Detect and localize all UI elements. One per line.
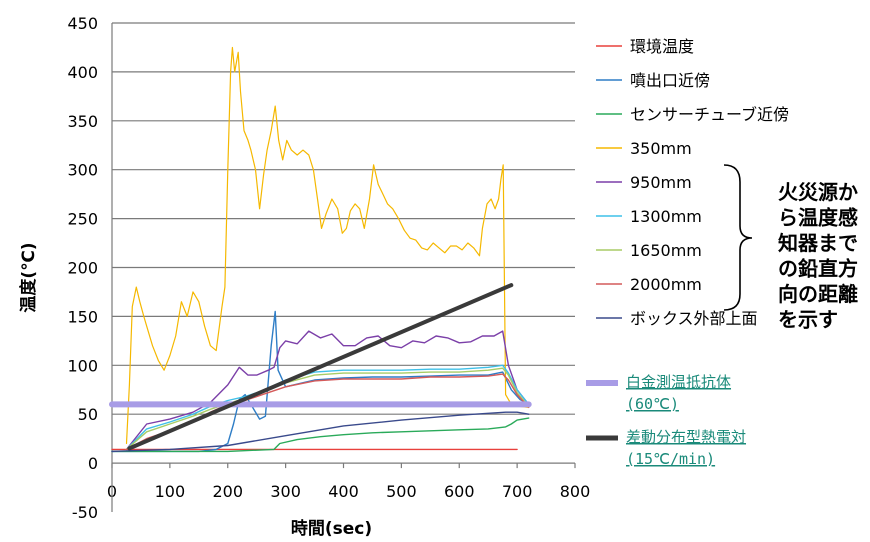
legend-item-0: 環境温度 [596,37,694,56]
series-line-5 [125,364,530,451]
y-tick-label: 0 [88,454,98,473]
y-tick-label: -50 [72,503,98,522]
note-line: 向の距離 [778,282,858,306]
legend-label: 1300mm [630,207,702,226]
y-axis-title: 温度(℃) [18,242,39,312]
legend-item-3: 350mm [596,139,692,158]
legend-item-8: ボックス外部上面 [596,309,758,328]
x-tick-label: 200 [212,482,243,501]
x-tick-label: 600 [444,482,475,501]
series-line-1 [111,310,530,453]
note-line: 知器まで [778,231,858,255]
note-line: ら温度感 [778,206,858,230]
y-tick-label: 450 [67,14,98,33]
legend-label: 350mm [630,139,692,158]
note-line: を示す [778,308,838,332]
legend-label: 差動分布型熱電対 [626,428,746,446]
x-tick-label: 800 [560,482,591,501]
y-tick-label: 100 [67,356,98,375]
gridlines [112,22,575,415]
legend-label: 噴出口近傍 [630,71,710,90]
series-line-10 [127,283,514,451]
y-tick-label: 300 [67,161,98,180]
legend-label: (60℃) [626,395,679,413]
y-axis-ticks: -50 0 50 100 150 200 250 300 350 400 450 [67,14,98,522]
note-line: の鉛直方 [778,257,858,281]
y-tick-label: 350 [67,112,98,131]
series-line-6 [125,367,530,451]
x-tick-label: 300 [270,482,301,501]
x-tick-label: 100 [155,482,186,501]
legend-item-1: 噴出口近傍 [596,71,710,90]
series-line-7 [125,373,530,451]
x-tick-label: 500 [386,482,417,501]
legend-label: センサーチューブ近傍 [630,105,789,124]
curly-brace [723,164,753,311]
series-line-3 [125,46,530,445]
y-tick-label: 200 [67,259,98,278]
legend-item-7: 2000mm [596,275,702,294]
legend-label: 950mm [630,173,692,192]
legend-label: 環境温度 [630,37,694,56]
legend-item-4: 950mm [596,173,692,192]
y-tick-label: 400 [67,63,98,82]
legend-label: 2000mm [630,275,702,294]
legend-item-5: 1300mm [596,207,702,226]
x-axis-title: 時間(sec) [291,518,372,539]
axes [111,23,575,512]
series-line-4 [125,330,530,451]
x-tick-label: 700 [502,482,533,501]
legend-label: (15℃/min) [626,450,715,468]
y-tick-label: 250 [67,210,98,229]
legend-item-9: 白金測温抵抗体 (60℃) [586,373,731,413]
legend-label: 白金測温抵抗体 [626,373,731,391]
series-lines [109,46,532,453]
legend-item-2: センサーチューブ近傍 [596,105,789,124]
legend-label: 1650mm [630,241,702,260]
y-tick-label: 150 [67,307,98,326]
note-line: 火災源か [778,180,858,204]
legend-brace [723,164,753,311]
legend-item-10: 差動分布型熱電対 (15℃/min) [586,428,746,468]
y-tick-label: 50 [78,405,98,424]
series-line-8 [111,411,530,453]
x-axis-ticks: 0 100 200 300 400 500 600 700 800 [107,463,590,501]
x-tick-label: 400 [328,482,359,501]
series-line-2 [111,417,530,453]
legend-item-6: 1650mm [596,241,702,260]
legend-label: ボックス外部上面 [630,309,758,328]
